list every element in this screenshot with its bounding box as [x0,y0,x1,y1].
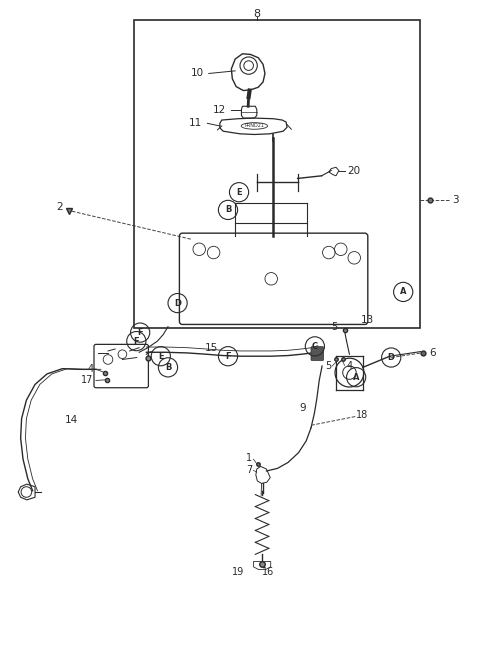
Text: 5: 5 [331,321,337,332]
Text: 8: 8 [253,9,260,20]
Text: F: F [133,337,139,346]
Text: 17: 17 [81,375,94,386]
Text: D: D [388,353,395,362]
Text: 12: 12 [213,105,227,115]
Text: 19: 19 [231,567,244,577]
Text: C: C [312,342,318,351]
Text: D: D [174,298,181,308]
Text: 2: 2 [56,201,62,212]
Bar [134,20,420,328]
Text: 1: 1 [246,453,252,463]
FancyBboxPatch shape [311,346,324,361]
Text: 6: 6 [430,348,436,358]
Text: B: B [165,363,171,372]
Text: F: F [225,352,231,361]
Text: E: E [158,352,164,361]
Text: 13: 13 [361,315,374,325]
Text: 3: 3 [452,195,459,205]
Text: 4: 4 [87,363,94,374]
Text: A: A [353,373,360,382]
Text: 4: 4 [347,361,353,371]
Text: 15: 15 [204,342,218,353]
Text: F: F [137,328,143,337]
Text: B: B [225,205,231,215]
Text: A: A [400,287,407,297]
Text: 5: 5 [325,361,331,371]
Text: 20: 20 [348,165,360,176]
Text: PRND21: PRND21 [244,123,264,129]
Text: 7: 7 [246,464,252,475]
Text: 14: 14 [64,415,78,425]
Text: E: E [236,188,242,197]
Text: 9: 9 [300,403,306,413]
Text: 18: 18 [356,410,369,420]
Text: 11: 11 [189,118,203,129]
Text: 16: 16 [262,567,274,577]
Text: 10: 10 [191,68,204,79]
